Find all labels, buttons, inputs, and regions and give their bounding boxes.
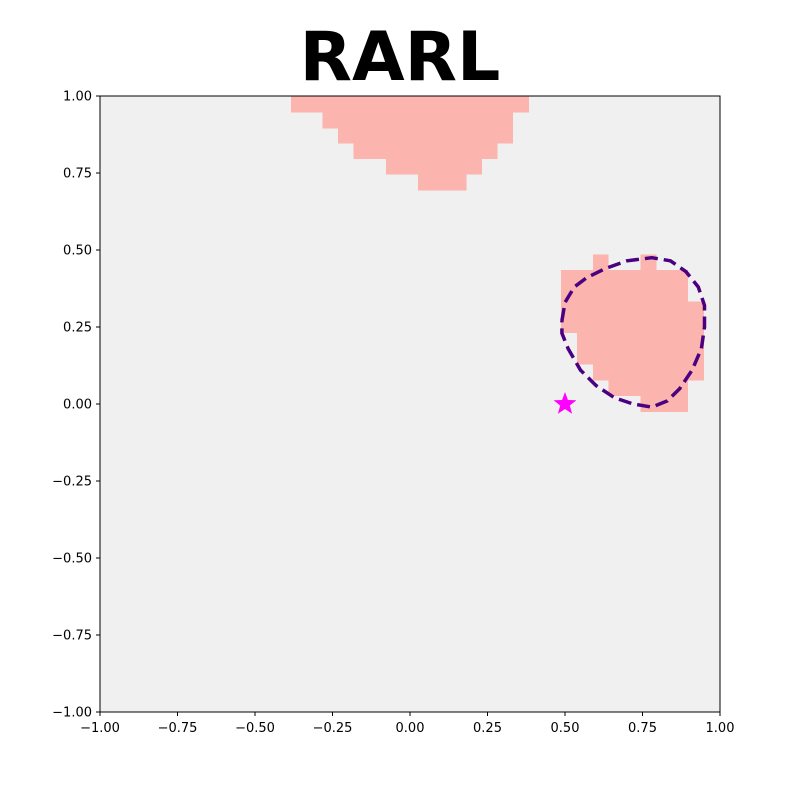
x-axis: −1.00 −0.75 −0.50 −0.25 0.00 0.25 0.50 0.75 1.00	[80, 712, 734, 736]
y-tick-label: 0.50	[63, 244, 92, 259]
y-tick-label: −0.75	[52, 629, 92, 644]
region-cell-row	[608, 380, 689, 396]
chart-title: RARL	[299, 18, 501, 97]
y-tick-label: 0.25	[63, 321, 92, 336]
x-tick-label: −0.75	[158, 721, 198, 736]
y-tick-label: −0.25	[52, 475, 92, 490]
y-tick-label: −0.50	[52, 552, 92, 567]
x-tick-label: 0.00	[396, 721, 425, 736]
region-cell-row	[338, 128, 514, 144]
region-cell-row	[592, 364, 705, 381]
boundary-contour	[560, 255, 707, 409]
unsafe-region-top	[290, 96, 530, 191]
x-tick-label: −0.50	[235, 721, 275, 736]
x-tick-label: −0.25	[313, 721, 353, 736]
region-cell-row	[290, 96, 530, 113]
region-cell-row	[560, 270, 689, 302]
star-marker	[553, 392, 577, 414]
y-axis: −1.00 −0.75 −0.50 −0.25 0.00 0.25 0.50 0.75 1.00	[52, 90, 100, 721]
plot-background	[100, 96, 720, 712]
x-tick-label: −1.00	[80, 721, 120, 736]
y-tick-label: 1.00	[63, 90, 92, 105]
y-tick-label: −1.00	[52, 706, 92, 721]
region-cell-row	[560, 301, 705, 333]
x-tick-label: 0.75	[628, 721, 657, 736]
x-tick-label: 0.25	[473, 721, 502, 736]
region-cell-row	[418, 174, 467, 191]
x-tick-label: 0.50	[551, 721, 580, 736]
region-cell-row	[592, 254, 609, 271]
region-cell-row	[576, 332, 705, 365]
region-cell-row	[322, 112, 514, 129]
region-cell-row	[386, 159, 482, 175]
y-tick-label: 0.75	[63, 167, 92, 182]
region-cell-row	[640, 395, 689, 413]
x-tick-label: 1.00	[706, 721, 735, 736]
y-tick-label: 0.00	[63, 398, 92, 413]
region-cell-row	[353, 143, 498, 160]
